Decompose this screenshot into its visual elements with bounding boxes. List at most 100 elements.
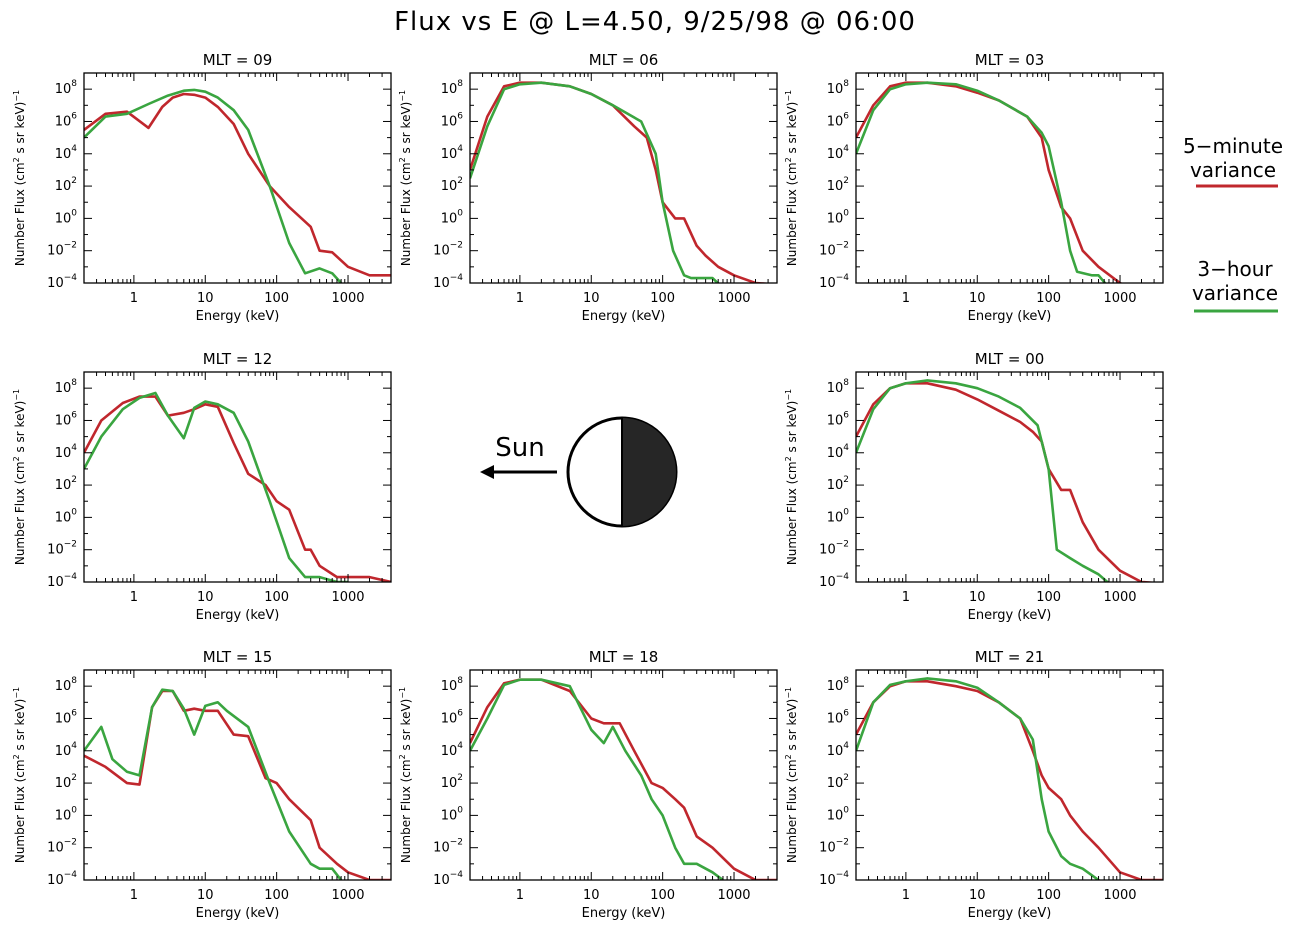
x-axis-label: Energy (keV) <box>968 906 1052 921</box>
x-tick-label: 100 <box>650 291 675 306</box>
y-tick-label: 100 <box>55 805 78 823</box>
y-tick-label: 106 <box>827 708 850 726</box>
x-axis-label: Energy (keV) <box>582 906 666 921</box>
y-tick-label: 10−4 <box>819 273 849 291</box>
y-tick-label: 108 <box>827 79 850 97</box>
y-tick-label: 100 <box>827 208 850 226</box>
y-tick-label: 104 <box>55 741 78 759</box>
panel-mlt-12: MLT = 12 1 10 100 1000 10−4 10−2 100 102 104 106 10… <box>12 350 392 623</box>
x-tick-label: 10 <box>969 291 986 306</box>
series-group <box>856 677 1163 880</box>
x-tick-label: 1000 <box>717 291 750 306</box>
x-tick-label: 10 <box>197 590 214 605</box>
y-tick-label: 10−2 <box>47 241 77 259</box>
y-tick-label: 108 <box>55 79 78 97</box>
y-tick-label: 106 <box>827 410 850 428</box>
y-tick-label: 104 <box>827 144 850 162</box>
series-line-three-hour <box>84 88 343 283</box>
panel-mlt-18: MLT = 18 1 10 100 1000 10−4 10−2 100 102 104 106 10… <box>398 648 778 921</box>
panel-title: MLT = 15 <box>203 648 273 666</box>
x-tick-label: 10 <box>197 888 214 903</box>
series-group <box>470 81 774 283</box>
panel-title: MLT = 18 <box>589 648 659 666</box>
y-tick-label: 108 <box>441 676 464 694</box>
figure-title: Flux vs E @ L=4.50, 9/25/98 @ 06:00 <box>394 7 916 37</box>
y-tick-label: 108 <box>827 676 850 694</box>
x-tick-label: 1 <box>902 291 910 306</box>
x-axis-label: Energy (keV) <box>196 608 280 623</box>
series-line-five-minute <box>470 81 774 283</box>
x-tick-label: 10 <box>583 291 600 306</box>
panel-mlt-21: MLT = 21 1 10 100 1000 10−4 10−2 100 102 104 106 10… <box>784 648 1164 921</box>
y-tick-label: 108 <box>55 676 78 694</box>
legend-entry-three-hour: 3−hour variance <box>1192 257 1278 313</box>
series-line-three-hour <box>470 678 724 880</box>
x-tick-label: 1000 <box>1103 888 1136 903</box>
panel-title: MLT = 21 <box>975 648 1045 666</box>
y-axis-label: Number Flux (cm2 s sr keV)−1 <box>398 687 413 863</box>
panels-group: MLT = 09 1 10 100 1000 10−4 10−2 100 102 104 106 10… <box>12 51 1164 921</box>
x-tick-label: 100 <box>650 888 675 903</box>
series-line-three-hour <box>856 81 1107 283</box>
series-group <box>470 678 777 880</box>
series-line-five-minute <box>856 382 1160 582</box>
y-tick-label: 10−4 <box>47 572 77 590</box>
y-tick-label: 100 <box>55 507 78 525</box>
series-group <box>84 88 391 283</box>
y-tick-label: 10−4 <box>47 870 77 888</box>
panel-mlt-03: MLT = 03 1 10 100 1000 10−4 10−2 100 102 104 106 10… <box>784 51 1164 324</box>
x-axis-label: Energy (keV) <box>196 309 280 324</box>
y-tick-label: 104 <box>441 741 464 759</box>
series-group <box>856 81 1123 283</box>
panel-mlt-09: MLT = 09 1 10 100 1000 10−4 10−2 100 102 104 106 10… <box>12 51 392 324</box>
legend-entry-five-minute: 5−minute variance <box>1183 134 1283 188</box>
panel-title: MLT = 06 <box>589 51 659 69</box>
series-line-five-minute <box>470 678 777 880</box>
legend-five-minute-line2: variance <box>1190 158 1276 182</box>
y-tick-label: 102 <box>441 176 463 194</box>
series-line-three-hour <box>84 688 343 880</box>
y-tick-label: 104 <box>55 144 78 162</box>
x-tick-label: 100 <box>264 291 289 306</box>
series-line-five-minute <box>84 395 391 582</box>
y-tick-label: 102 <box>55 176 77 194</box>
y-tick-label: 100 <box>441 208 464 226</box>
x-tick-label: 1000 <box>1103 291 1136 306</box>
sun-label: Sun <box>495 433 544 463</box>
x-tick-label: 100 <box>264 590 289 605</box>
series-line-three-hour <box>856 379 1110 582</box>
x-tick-label: 100 <box>1036 590 1061 605</box>
legend: 5−minute variance 3−hour variance <box>1183 134 1283 313</box>
panel-mlt-06: MLT = 06 1 10 100 1000 10−4 10−2 100 102 104 106 10… <box>398 51 778 324</box>
series-line-three-hour <box>470 81 720 283</box>
x-tick-label: 1000 <box>1103 590 1136 605</box>
y-tick-label: 10−2 <box>433 241 463 259</box>
x-tick-label: 1000 <box>717 888 750 903</box>
x-tick-label: 1 <box>130 888 138 903</box>
y-tick-label: 106 <box>55 708 78 726</box>
series-line-three-hour <box>84 391 348 582</box>
x-tick-label: 10 <box>197 291 214 306</box>
plot-frame <box>83 72 392 284</box>
y-tick-label: 10−2 <box>433 838 463 856</box>
y-tick-label: 10−4 <box>433 870 463 888</box>
y-tick-label: 104 <box>827 443 850 461</box>
y-axis-label: Number Flux (cm2 s sr keV)−1 <box>12 687 27 863</box>
y-tick-label: 10−2 <box>47 838 77 856</box>
earth-night-side-icon <box>622 418 676 526</box>
y-tick-label: 106 <box>827 111 850 129</box>
y-tick-label: 108 <box>55 378 78 396</box>
x-tick-label: 1000 <box>331 291 364 306</box>
x-tick-label: 100 <box>1036 291 1061 306</box>
x-tick-label: 10 <box>969 590 986 605</box>
y-axis-label: Number Flux (cm2 s sr keV)−1 <box>784 389 799 565</box>
panel-title: MLT = 09 <box>203 51 273 69</box>
y-tick-label: 108 <box>827 378 850 396</box>
plot-frame <box>469 72 778 284</box>
x-axis-label: Energy (keV) <box>582 309 666 324</box>
x-axis-label: Energy (keV) <box>968 608 1052 623</box>
y-tick-label: 100 <box>55 208 78 226</box>
y-tick-label: 10−2 <box>819 540 849 558</box>
y-tick-label: 108 <box>441 79 464 97</box>
